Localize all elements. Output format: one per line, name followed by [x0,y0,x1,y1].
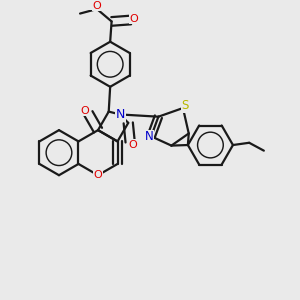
Text: O: O [81,106,89,116]
Text: O: O [129,140,137,150]
Text: O: O [130,14,139,23]
Text: N: N [145,130,153,143]
Text: N: N [116,108,125,121]
Text: S: S [182,99,189,112]
Text: O: O [93,1,101,10]
Text: O: O [94,170,102,180]
